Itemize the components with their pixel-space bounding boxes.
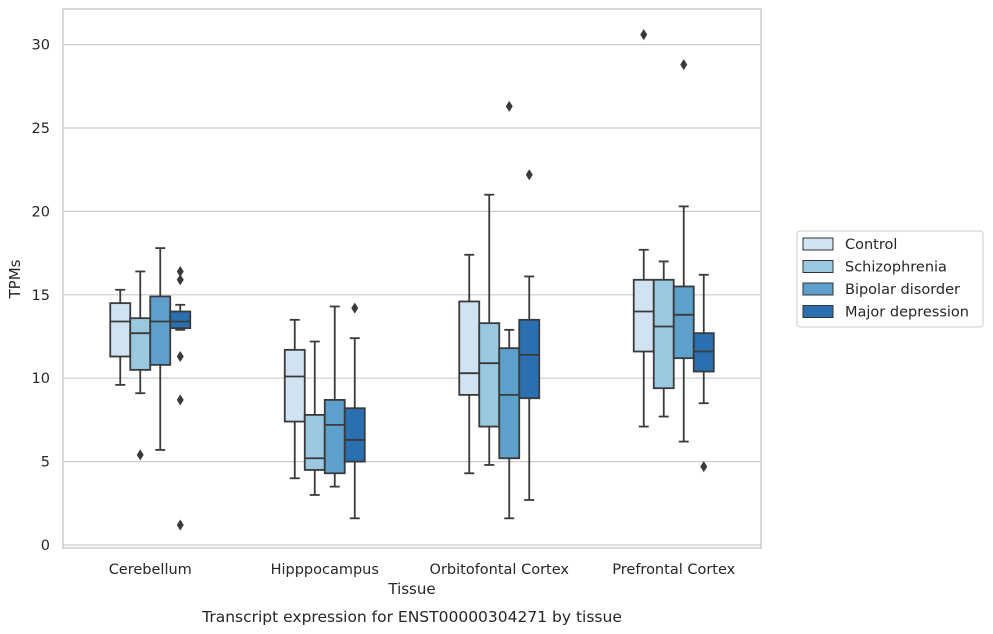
box-iqr bbox=[632, 278, 655, 353]
box-iqr bbox=[343, 407, 366, 463]
outlier-point bbox=[176, 351, 184, 363]
y-tick-label: 25 bbox=[32, 121, 50, 137]
outlier-point bbox=[351, 302, 359, 314]
legend-label: Bipolar disorder bbox=[845, 282, 960, 298]
box-iqr bbox=[283, 348, 306, 423]
gridlines bbox=[63, 43, 761, 546]
legend-label: Control bbox=[845, 237, 897, 253]
box-iqr bbox=[672, 285, 695, 360]
legend-frame bbox=[796, 230, 984, 328]
outlier-point bbox=[680, 59, 688, 71]
y-tick-label: 0 bbox=[41, 538, 50, 554]
box-schizophrenia bbox=[303, 340, 326, 496]
y-axis-title: TPMs bbox=[6, 259, 24, 299]
box-iqr bbox=[129, 317, 152, 371]
box-bipolar-disorder bbox=[498, 100, 521, 520]
box-iqr bbox=[652, 278, 675, 390]
x-tick-label: Hipppocampus bbox=[271, 562, 379, 578]
x-tick-labels: Cerebellum Hipppocampus Orbitofontal Corte… bbox=[109, 562, 736, 578]
box-control bbox=[283, 318, 306, 480]
legend: Control Schizophrenia Bipolar disorder Majo… bbox=[796, 230, 984, 328]
y-tick-label: 10 bbox=[32, 371, 50, 387]
box-control bbox=[632, 29, 655, 428]
y-tick-label: 30 bbox=[32, 38, 50, 54]
outlier-point bbox=[176, 394, 184, 406]
y-tick-label: 5 bbox=[41, 455, 50, 471]
outlier-point bbox=[176, 265, 184, 277]
outlier-point bbox=[505, 100, 513, 112]
box-control bbox=[109, 288, 132, 386]
outlier-point bbox=[640, 29, 648, 41]
box-schizophrenia bbox=[129, 270, 152, 461]
box-major-depression bbox=[343, 302, 366, 520]
box-iqr bbox=[478, 322, 501, 428]
y-tick-label: 15 bbox=[32, 288, 50, 304]
box-schizophrenia bbox=[652, 260, 675, 418]
legend-label: Schizophrenia bbox=[845, 260, 947, 276]
outlier-point bbox=[700, 461, 708, 473]
box-iqr bbox=[518, 318, 541, 400]
box-iqr bbox=[498, 347, 521, 460]
outlier-point bbox=[176, 519, 184, 531]
legend-swatch bbox=[802, 260, 834, 273]
box-major-depression bbox=[518, 169, 541, 501]
box-groups bbox=[109, 29, 715, 531]
y-tick-label: 20 bbox=[32, 204, 50, 220]
box-major-depression bbox=[692, 273, 715, 473]
plot-area-frame bbox=[62, 8, 762, 549]
box-iqr bbox=[303, 413, 326, 471]
box-bipolar-disorder bbox=[672, 59, 695, 443]
x-tick-label: Cerebellum bbox=[109, 562, 192, 578]
box-major-depression bbox=[169, 265, 192, 531]
legend-swatch bbox=[802, 237, 834, 251]
box-bipolar-disorder bbox=[149, 247, 172, 451]
legend-swatch bbox=[802, 305, 834, 318]
box-iqr bbox=[149, 295, 172, 366]
figure-caption: Transcript expression for ENST0000030427… bbox=[201, 608, 622, 626]
outlier-point bbox=[136, 449, 144, 461]
outlier-point bbox=[525, 169, 533, 181]
y-tick-labels: 0 5 10 15 20 25 30 bbox=[32, 38, 50, 554]
legend-label: Major depression bbox=[845, 305, 969, 321]
box-control bbox=[458, 253, 481, 475]
outlier-point bbox=[176, 274, 184, 286]
box-iqr bbox=[109, 302, 132, 358]
box-bipolar-disorder bbox=[323, 305, 346, 488]
x-tick-label: Prefrontal Cortex bbox=[612, 562, 735, 578]
x-axis-title: Tissue bbox=[387, 580, 435, 598]
x-tick-label: Orbitofontal Cortex bbox=[430, 562, 570, 578]
box-iqr bbox=[169, 310, 192, 330]
box-iqr bbox=[323, 398, 346, 475]
legend-swatch bbox=[802, 282, 834, 296]
box-iqr bbox=[458, 300, 481, 396]
box-schizophrenia bbox=[478, 193, 501, 466]
